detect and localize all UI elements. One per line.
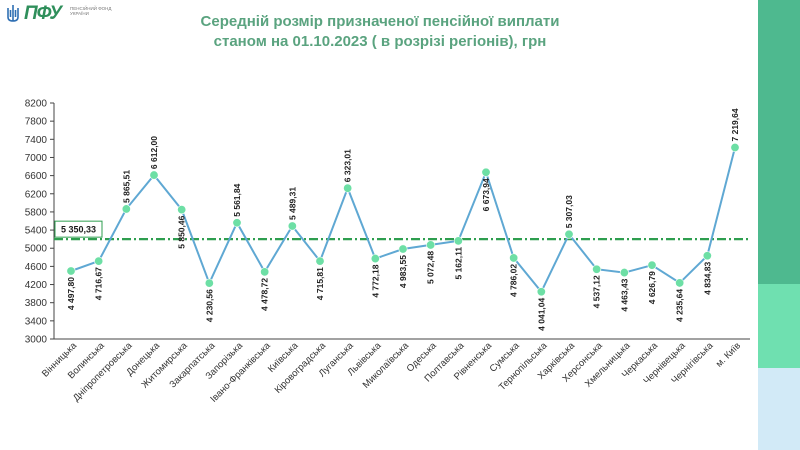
- data-label: 4 716,67: [94, 267, 104, 300]
- data-point: [481, 167, 491, 177]
- logo-subtitle: ПЕНСІЙНИЙ ФОНД УКРАЇНИ: [70, 6, 112, 16]
- data-label: 6 673,94: [481, 178, 491, 211]
- data-point: [453, 236, 463, 246]
- y-tick-label: 3000: [25, 335, 48, 346]
- data-label: 5 865,51: [121, 170, 131, 203]
- data-label: 4 772,18: [370, 264, 380, 297]
- data-label: 4 786,02: [509, 264, 519, 297]
- data-point: [730, 142, 740, 152]
- data-label: 4 230,56: [204, 289, 214, 322]
- y-tick-label: 4600: [25, 262, 48, 273]
- sidebar-stripe-middle: [758, 284, 800, 368]
- y-tick-label: 7800: [25, 117, 48, 128]
- data-point: [426, 240, 436, 250]
- data-point: [370, 254, 380, 264]
- y-tick-label: 3400: [25, 316, 48, 327]
- chart-title-line1: Середній розмір призначеної пенсійної ви…: [200, 13, 560, 30]
- logo: ПФУ ПЕНСІЙНИЙ ФОНД УКРАЇНИ: [6, 3, 146, 26]
- data-label: 4 041,04: [536, 297, 546, 330]
- category-label: м. Київ: [714, 340, 743, 369]
- data-label: 7 219,64: [730, 108, 740, 141]
- data-point: [121, 204, 131, 214]
- data-point: [592, 264, 602, 274]
- data-label: 4 715,81: [315, 267, 325, 300]
- average-label: 5 350,33: [61, 225, 96, 235]
- y-tick-label: 8200: [25, 99, 48, 110]
- data-label: 4 478,72: [260, 278, 270, 311]
- data-label: 4 834,83: [702, 261, 712, 294]
- data-label: 5 162,11: [453, 247, 463, 280]
- y-tick-label: 4200: [25, 280, 48, 291]
- data-label: 5 307,03: [564, 195, 574, 228]
- data-label: 4 463,43: [619, 278, 629, 311]
- data-label: 4 235,64: [675, 289, 685, 322]
- data-point: [232, 218, 242, 228]
- data-point: [675, 278, 685, 288]
- data-point: [536, 287, 546, 297]
- data-label: 6 612,00: [149, 136, 159, 169]
- data-point: [177, 205, 187, 215]
- trident-icon: [7, 5, 19, 22]
- data-label: 4 497,80: [66, 277, 76, 310]
- average-label-box: [54, 220, 103, 238]
- sidebar-stripe-bottom: [758, 368, 800, 450]
- data-point: [260, 267, 270, 277]
- data-label: 5 072,48: [426, 251, 436, 284]
- y-tick-label: 6600: [25, 171, 48, 182]
- data-label: 4 626,79: [647, 271, 657, 304]
- data-point: [509, 253, 519, 263]
- y-tick-label: 5800: [25, 207, 48, 218]
- data-point: [149, 170, 159, 180]
- logo-text: ПФУ: [24, 3, 62, 24]
- data-label: 5 850,46: [177, 215, 187, 248]
- data-label: 4 983,55: [398, 255, 408, 288]
- data-point: [564, 229, 574, 239]
- data-label: 5 489,31: [287, 187, 297, 220]
- y-tick-label: 5400: [25, 226, 48, 237]
- data-point: [702, 251, 712, 261]
- y-tick-label: 7400: [25, 135, 48, 146]
- data-point: [66, 266, 76, 276]
- data-point: [398, 244, 408, 254]
- data-point: [343, 183, 353, 193]
- data-label: 6 323,01: [343, 149, 353, 182]
- line-chart: 3000 3400 3800 4200 4600 5000 5400 5800 6200 6600…: [25, 99, 750, 405]
- data-point: [287, 221, 297, 231]
- data-label: 5 561,84: [232, 183, 242, 216]
- data-point: [315, 256, 325, 266]
- data-label: 4 537,12: [592, 275, 602, 308]
- data-point: [647, 260, 657, 270]
- sidebar-stripe-top: [758, 0, 800, 284]
- data-point: [94, 256, 104, 266]
- data-point: [204, 278, 214, 288]
- chart-title-line2: станом на 01.10.2023 ( в розрізі регіоні…: [213, 33, 547, 50]
- y-tick-label: 7000: [25, 153, 48, 164]
- y-tick-label: 3800: [25, 298, 48, 309]
- y-tick-label: 6200: [25, 189, 48, 200]
- y-tick-label: 5000: [25, 244, 48, 255]
- data-point: [619, 268, 629, 278]
